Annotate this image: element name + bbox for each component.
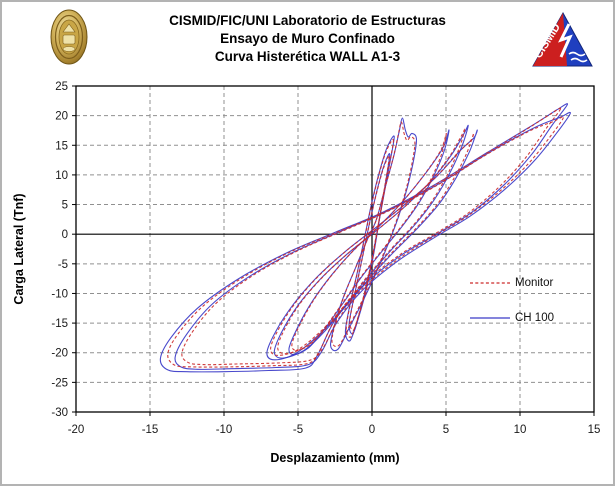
svg-text:20: 20 — [55, 111, 68, 123]
ch100-line-sample — [470, 316, 510, 319]
svg-text:-20: -20 — [51, 348, 68, 360]
legend-label-monitor: Monitor — [515, 276, 554, 289]
chart-header: CISMID/FIC/UNI Laboratorio de Estructura… — [102, 12, 513, 66]
uni-seal-logo — [50, 9, 88, 66]
svg-text:10: 10 — [514, 424, 527, 436]
svg-text:-30: -30 — [51, 407, 68, 419]
monitor-line-sample — [470, 281, 510, 284]
header-title-line1: CISMID/FIC/UNI Laboratorio de Estructura… — [169, 13, 446, 28]
svg-text:-5: -5 — [58, 259, 68, 271]
header-title-line3: Curva Histerética WALL A1-3 — [214, 49, 401, 64]
y-axis-title: Carga Lateral (Tnf) — [12, 193, 26, 305]
legend-item-ch100: CH 100 — [470, 309, 554, 326]
svg-text:-15: -15 — [142, 424, 159, 436]
cismid-logo: CISMID — [527, 10, 595, 70]
legend: Monitor CH 100 — [470, 274, 554, 326]
legend-item-monitor: Monitor — [470, 274, 554, 291]
svg-text:0: 0 — [369, 424, 375, 436]
svg-text:5: 5 — [62, 200, 68, 212]
x-axis-title: Desplazamiento (mm) — [270, 451, 400, 465]
svg-text:0: 0 — [62, 229, 68, 241]
svg-text:15: 15 — [55, 140, 68, 152]
svg-text:-5: -5 — [293, 424, 303, 436]
svg-text:-15: -15 — [51, 318, 68, 330]
svg-text:-10: -10 — [216, 424, 233, 436]
header-title-line2: Ensayo de Muro Confinado — [220, 31, 395, 46]
legend-label-ch100: CH 100 — [515, 311, 554, 324]
svg-text:25: 25 — [55, 81, 68, 93]
svg-text:-10: -10 — [51, 288, 68, 300]
svg-text:15: 15 — [588, 424, 601, 436]
svg-text:-20: -20 — [68, 424, 85, 436]
svg-text:5: 5 — [443, 424, 449, 436]
svg-text:10: 10 — [55, 170, 68, 182]
svg-text:-25: -25 — [51, 377, 68, 389]
